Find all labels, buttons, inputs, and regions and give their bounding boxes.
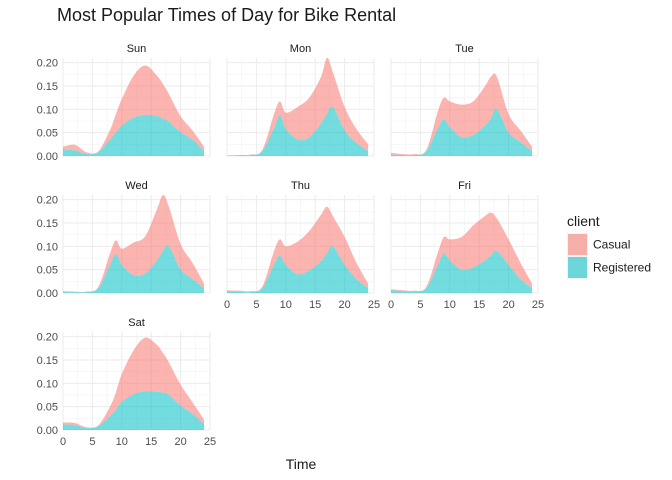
panel-wed: Wed 0.00 0.05 0.10 0.15 0.20 [37, 180, 211, 300]
panel-fri: Fri 0 5 10 15 20 25 [388, 180, 544, 311]
area-registered [63, 114, 205, 156]
y-tick-label: 0.15 [37, 218, 58, 230]
x-axis-title: Time [286, 456, 317, 472]
x-tick-label: 20 [174, 436, 186, 448]
x-tick-label: 10 [116, 436, 128, 448]
x-tick-label: 25 [204, 436, 216, 448]
legend-swatch-registered [568, 257, 587, 278]
area-casual [227, 206, 369, 293]
x-tick-label: 10 [444, 299, 456, 311]
legend-swatch-casual [568, 234, 587, 255]
x-tick-label: 0 [224, 299, 230, 311]
y-tick-label: 0.05 [37, 402, 58, 414]
x-tick-label: 15 [145, 436, 157, 448]
x-tick-label: 20 [338, 299, 350, 311]
strip-label: Thu [291, 180, 310, 192]
x-tick-label: 25 [532, 299, 544, 311]
legend: client Casual Registered [567, 213, 651, 279]
y-tick-label: 0.10 [37, 241, 58, 253]
panel-mon: Mon [226, 43, 375, 157]
y-tick-label: 0.15 [37, 355, 58, 367]
y-tick-label: 0.05 [37, 128, 58, 140]
x-tick-label: 20 [502, 299, 514, 311]
legend-title: client [567, 213, 600, 229]
x-tick-label: 5 [89, 436, 95, 448]
strip-label: Wed [125, 180, 147, 192]
x-tick-label: 5 [417, 299, 423, 311]
y-tick-label: 0.10 [37, 378, 58, 390]
x-tick-label: 5 [253, 299, 259, 311]
area-casual [227, 57, 369, 156]
y-tick-label: 0.10 [37, 104, 58, 116]
x-tick-label: 25 [368, 299, 380, 311]
x-tick-label: 0 [388, 299, 394, 311]
y-tick-label: 0.20 [37, 58, 58, 70]
strip-label: Fri [458, 180, 471, 192]
area-registered [227, 245, 369, 293]
legend-item-registered: Registered [567, 256, 651, 279]
area-registered [227, 106, 369, 156]
area-casual [391, 212, 533, 292]
panel-tue: Tue [390, 43, 539, 157]
panel-sat: Sat 0.00 0.05 0.10 0.15 0.20 0 5 10 15 20 25 [37, 317, 217, 448]
x-tick-label: 15 [473, 299, 485, 311]
strip-label: Mon [290, 43, 311, 55]
x-tick-label: 10 [280, 299, 292, 311]
panel-thu: Thu 0 5 10 15 20 25 [224, 180, 380, 311]
y-tick-label: 0.05 [37, 265, 58, 277]
legend-label: Registered [593, 261, 651, 275]
y-tick-label: 0.00 [37, 425, 58, 437]
strip-label: Tue [455, 43, 474, 55]
strip-label: Sun [127, 43, 147, 55]
panel-sun: Sun 0.00 0.05 0.10 0.15 0.20 [37, 43, 211, 163]
legend-label: Casual [593, 238, 630, 252]
y-tick-label: 0.20 [37, 332, 58, 344]
area-registered [391, 250, 533, 293]
area-casual [391, 73, 533, 156]
chart-title: Most Popular Times of Day for Bike Renta… [57, 5, 396, 25]
area-registered [63, 245, 205, 293]
panels-group: Sun 0.00 0.05 0.10 0.15 0.20 Mon Tue Wed 0.00 0.05… [37, 43, 545, 448]
area-registered [63, 391, 205, 430]
area-casual [63, 337, 205, 429]
strip-label: Sat [128, 317, 145, 329]
area-registered [391, 108, 533, 156]
x-tick-label: 15 [309, 299, 321, 311]
x-tick-label: 0 [60, 436, 66, 448]
area-casual [63, 65, 205, 155]
legend-item-casual: Casual [567, 233, 630, 256]
area-casual [63, 194, 205, 293]
y-tick-label: 0.00 [37, 151, 58, 163]
y-tick-label: 0.00 [37, 288, 58, 300]
y-tick-label: 0.15 [37, 81, 58, 93]
y-tick-label: 0.20 [37, 195, 58, 207]
